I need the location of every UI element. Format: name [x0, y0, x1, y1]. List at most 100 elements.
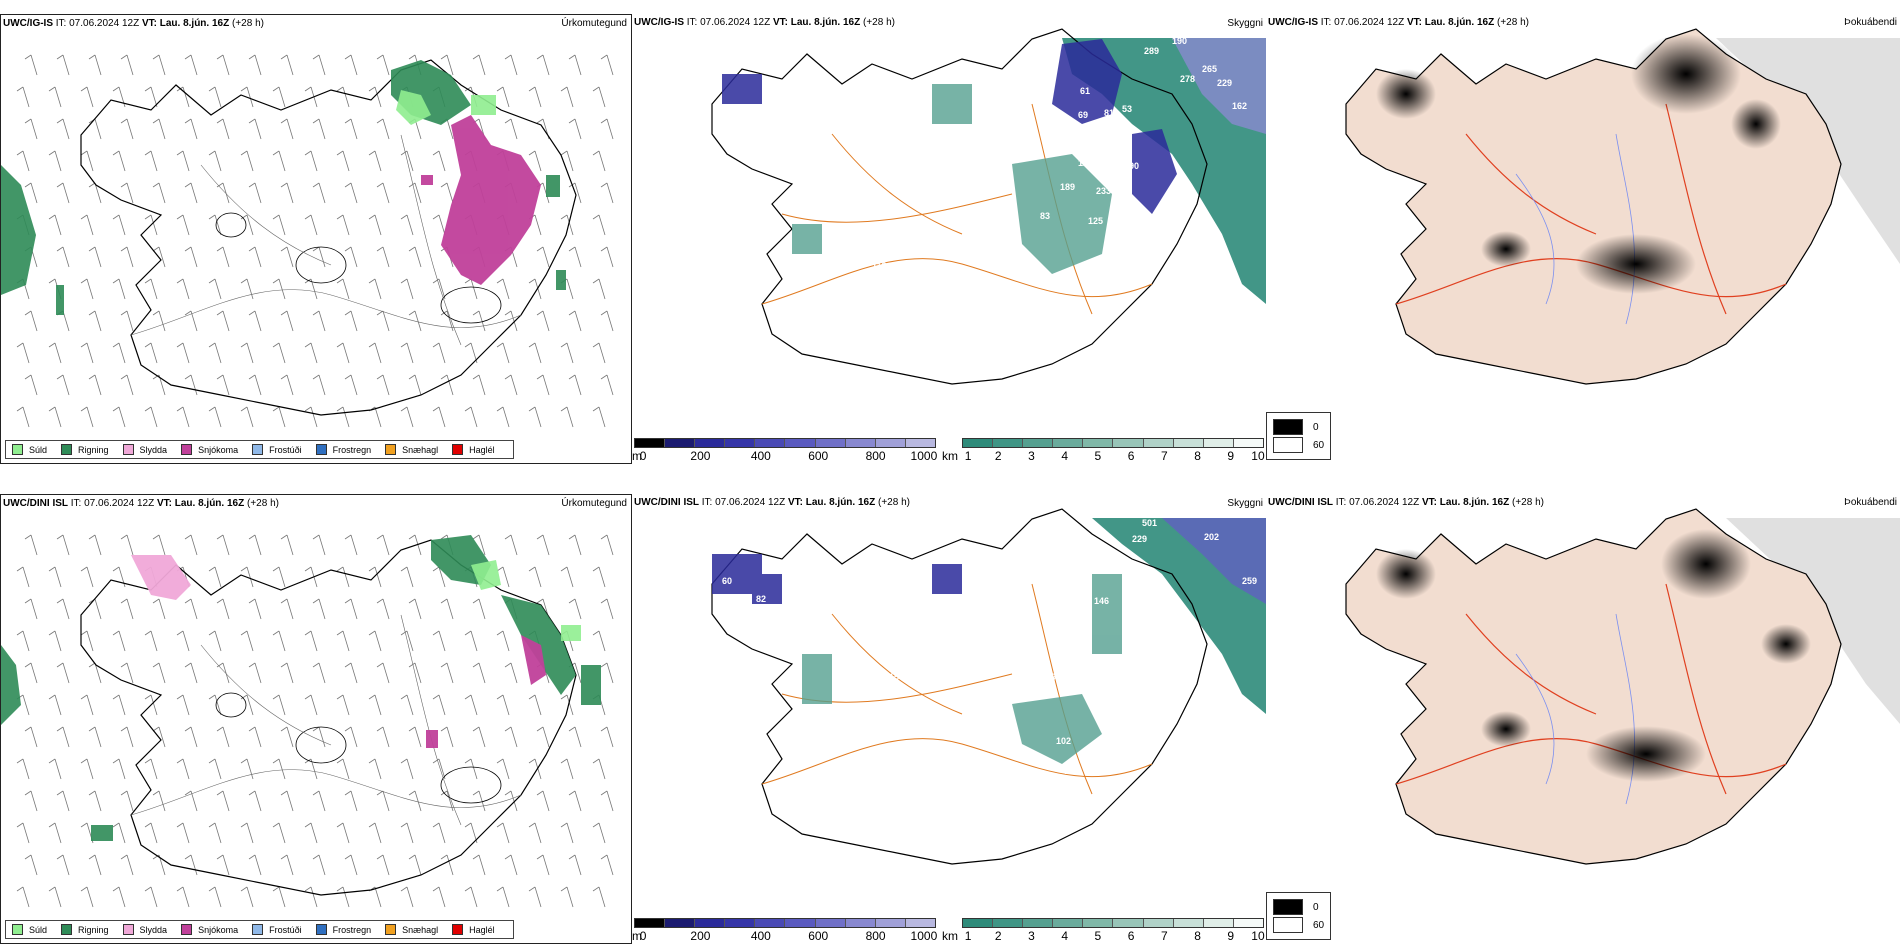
wind-barb — [568, 726, 582, 748]
wind-barb — [152, 534, 166, 556]
legend-item: Slydda — [122, 444, 167, 455]
it-label: IT: — [1320, 17, 1332, 28]
wind-barb — [176, 694, 190, 716]
wind-barb — [432, 278, 446, 300]
scale-tick: 800 — [865, 929, 886, 943]
wind-barb — [408, 854, 422, 876]
legend-item: Frostúði — [252, 444, 302, 455]
visibility-colorbar — [962, 918, 1264, 928]
wind-barb — [48, 342, 62, 364]
fog-legend-item: 0 — [1273, 419, 1324, 435]
wind-barb — [496, 822, 510, 844]
model-name: UWC/IG-IS — [1268, 17, 1318, 28]
wind-barb — [344, 54, 358, 76]
fog-legend-label: 60 — [1313, 439, 1325, 451]
wind-barb — [304, 150, 318, 172]
wind-barb — [536, 726, 550, 748]
wind-barb — [120, 726, 134, 748]
legend-label: Rigning — [78, 924, 109, 935]
wind-barb — [112, 150, 126, 172]
coastline — [711, 28, 1208, 385]
wind-barb — [152, 374, 166, 396]
wind-barb — [400, 886, 414, 908]
precip-type-panel-top: UWC/IG-IS IT: 07.06.2024 12Z VT: Lau. 8.… — [0, 14, 632, 464]
cloud-base-label: 96 — [872, 734, 882, 744]
scale-unit: km — [942, 929, 958, 943]
cloud-base-label: 501 — [1142, 518, 1157, 528]
wind-barb — [600, 54, 614, 76]
wind-barbs — [16, 54, 614, 428]
wind-barb — [304, 694, 318, 716]
wind-barb — [56, 54, 70, 76]
wind-barb — [184, 790, 198, 812]
cloud-base-label: 278 — [1180, 74, 1195, 84]
wind-barb — [184, 54, 198, 76]
wind-barb — [600, 118, 614, 140]
wind-barb — [152, 790, 166, 812]
wind-barb — [56, 118, 70, 140]
fog-legend-label: 0 — [1313, 901, 1319, 913]
wind-barb — [80, 278, 94, 300]
wind-barb — [16, 406, 30, 428]
legend-item: Rigning — [61, 444, 109, 455]
wind-barb — [312, 374, 326, 396]
wind-barb — [560, 566, 574, 588]
wind-barb — [560, 406, 574, 428]
wind-barb — [368, 566, 382, 588]
wind-barb — [600, 662, 614, 684]
wind-barb — [336, 758, 350, 780]
wind-barb — [120, 118, 134, 140]
visibility-map: 289 190 278 265 229 162 61 69 81 53 108 … — [711, 28, 1266, 385]
wind-barb — [312, 790, 326, 812]
scale-tick: 9 — [1227, 929, 1235, 943]
precip-type-map — [1, 54, 614, 428]
cloud-base-label: 265 — [1202, 64, 1217, 74]
it-value: 07.06.2024 12Z — [700, 17, 771, 28]
wind-barb — [400, 278, 414, 300]
wind-barb — [184, 534, 198, 556]
wind-barb — [432, 566, 446, 588]
wind-barb — [24, 54, 38, 76]
wind-barb — [592, 150, 606, 172]
wind-barb — [304, 86, 318, 108]
wind-barb — [216, 790, 230, 812]
legend-item: Frostúði — [252, 924, 302, 935]
wind-barb — [344, 310, 358, 332]
wind-barb — [176, 150, 190, 172]
it-label: IT: — [686, 17, 698, 28]
wind-barb — [272, 86, 286, 108]
legend-label: Frostregn — [332, 924, 372, 935]
wind-barb — [568, 598, 582, 620]
wind-barb — [208, 566, 222, 588]
wind-barb — [536, 534, 550, 556]
wind-barb — [176, 886, 190, 908]
wind-barb — [152, 54, 166, 76]
cloud-base-label: 127 — [1112, 238, 1127, 248]
cloud-base-label: 125 — [1110, 740, 1125, 750]
legend-item: Snjókoma — [181, 924, 238, 935]
wind-barb — [504, 534, 518, 556]
wind-barb — [112, 758, 126, 780]
wind-barb — [240, 342, 254, 364]
wind-barb — [472, 854, 486, 876]
wind-barb — [24, 726, 38, 748]
legend-item: Súld — [12, 924, 47, 935]
wind-barb — [248, 790, 262, 812]
cloud-base-label: 61 — [1080, 86, 1090, 96]
rivers — [1515, 133, 1635, 325]
wind-barb — [528, 278, 542, 300]
wind-barb — [208, 694, 222, 716]
cloud-base-label: 259 — [1242, 576, 1257, 586]
wind-barb — [568, 310, 582, 332]
cloud-base-label: 81 — [1104, 108, 1114, 118]
wind-barb — [304, 566, 318, 588]
wind-barb — [312, 54, 326, 76]
wind-barb — [400, 214, 414, 236]
glaciers — [215, 212, 502, 324]
wind-barb — [336, 406, 350, 428]
visibility-scale-bottom: km 1 2 3 4 5 6 7 8 9 10 — [942, 918, 1265, 943]
it-value: 07.06.2024 12Z — [84, 498, 155, 509]
wind-barb — [440, 662, 454, 684]
lead-time: (+28 h) — [1497, 17, 1529, 28]
wind-barb — [208, 406, 222, 428]
